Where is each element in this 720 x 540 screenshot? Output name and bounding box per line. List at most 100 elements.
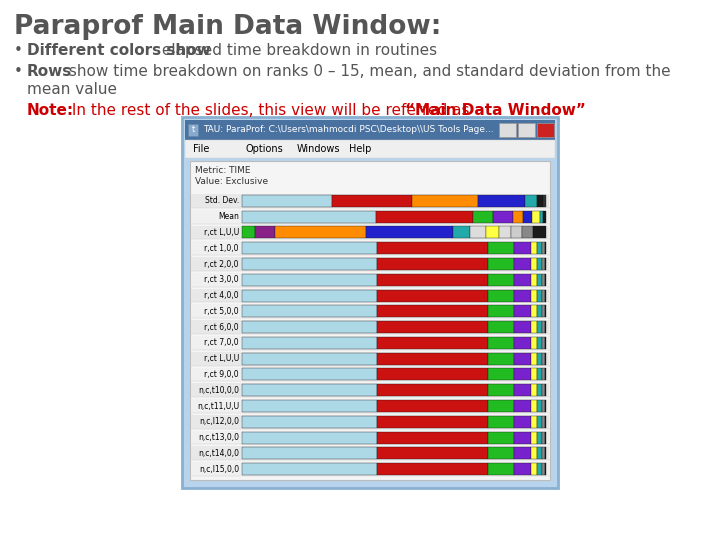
- Bar: [531, 400, 538, 412]
- Bar: [537, 195, 543, 207]
- Bar: [514, 384, 531, 396]
- Bar: [514, 305, 531, 318]
- Bar: [538, 400, 542, 412]
- Bar: [538, 431, 542, 443]
- Bar: [545, 384, 546, 396]
- Bar: [531, 431, 538, 443]
- Bar: [242, 353, 377, 364]
- Bar: [531, 258, 538, 270]
- Bar: [531, 353, 538, 364]
- Bar: [377, 400, 488, 412]
- Bar: [242, 258, 377, 270]
- Bar: [185, 120, 555, 140]
- Text: r,ct 9,0,0: r,ct 9,0,0: [204, 370, 239, 379]
- Text: n,c,t13,0,0: n,c,t13,0,0: [198, 433, 239, 442]
- Bar: [545, 337, 546, 349]
- Bar: [188, 124, 198, 136]
- Text: Metric: TIME: Metric: TIME: [195, 166, 251, 175]
- Bar: [191, 226, 549, 239]
- Bar: [191, 383, 549, 397]
- Text: mean value: mean value: [27, 82, 117, 97]
- Bar: [488, 400, 514, 412]
- Text: n,c,l15,0,0: n,c,l15,0,0: [199, 464, 239, 474]
- Bar: [538, 242, 542, 254]
- Bar: [538, 337, 542, 349]
- Bar: [540, 211, 543, 222]
- Bar: [242, 447, 377, 460]
- Bar: [242, 337, 377, 349]
- Bar: [543, 211, 546, 222]
- Text: “Main Data Window”: “Main Data Window”: [405, 103, 586, 118]
- Bar: [531, 321, 538, 333]
- Bar: [514, 463, 531, 475]
- Bar: [332, 195, 413, 207]
- Bar: [377, 463, 488, 475]
- Bar: [545, 463, 546, 475]
- Bar: [545, 242, 546, 254]
- Bar: [191, 368, 549, 381]
- Bar: [191, 305, 549, 318]
- Bar: [191, 415, 549, 429]
- Bar: [542, 289, 545, 301]
- Bar: [242, 195, 332, 207]
- Bar: [191, 352, 549, 366]
- Bar: [538, 321, 542, 333]
- Bar: [538, 305, 542, 318]
- Bar: [191, 241, 549, 255]
- Bar: [542, 353, 545, 364]
- Bar: [514, 337, 531, 349]
- Text: Windows: Windows: [297, 144, 341, 154]
- Bar: [242, 289, 377, 301]
- Bar: [191, 194, 549, 208]
- Bar: [377, 337, 488, 349]
- Bar: [538, 258, 542, 270]
- Bar: [538, 289, 542, 301]
- Bar: [542, 321, 545, 333]
- Bar: [488, 353, 514, 364]
- Bar: [488, 258, 514, 270]
- Bar: [377, 416, 488, 428]
- Bar: [538, 447, 542, 460]
- Bar: [377, 289, 488, 301]
- Bar: [534, 226, 546, 239]
- Bar: [488, 289, 514, 301]
- Text: In the rest of the slides, this view will be referred as: In the rest of the slides, this view wil…: [67, 103, 474, 118]
- Text: n,c,t10,0,0: n,c,t10,0,0: [198, 386, 239, 395]
- Bar: [531, 289, 538, 301]
- Bar: [488, 321, 514, 333]
- Bar: [488, 431, 514, 443]
- Text: Rows: Rows: [27, 64, 72, 79]
- Bar: [191, 257, 549, 271]
- Text: elapsed time breakdown in routines: elapsed time breakdown in routines: [157, 43, 437, 58]
- Text: r,ct 6,0,0: r,ct 6,0,0: [204, 322, 239, 332]
- Bar: [413, 195, 477, 207]
- Bar: [242, 305, 377, 318]
- Bar: [275, 226, 366, 239]
- Bar: [542, 274, 545, 286]
- Bar: [488, 368, 514, 381]
- Bar: [242, 463, 377, 475]
- Bar: [542, 305, 545, 318]
- Bar: [531, 447, 538, 460]
- Bar: [518, 123, 535, 137]
- Bar: [545, 368, 546, 381]
- Bar: [377, 447, 488, 460]
- Text: t: t: [192, 125, 194, 134]
- Bar: [191, 336, 549, 350]
- Bar: [545, 447, 546, 460]
- Bar: [514, 274, 531, 286]
- Bar: [242, 242, 377, 254]
- Bar: [514, 289, 531, 301]
- Bar: [538, 353, 542, 364]
- Bar: [543, 195, 546, 207]
- Bar: [523, 211, 532, 222]
- Text: r,ct 2,0,0: r,ct 2,0,0: [204, 260, 239, 268]
- Bar: [191, 430, 549, 444]
- Bar: [514, 431, 531, 443]
- Bar: [191, 288, 549, 302]
- Bar: [191, 399, 549, 413]
- Bar: [377, 258, 488, 270]
- Bar: [190, 161, 550, 480]
- Bar: [531, 274, 538, 286]
- Bar: [545, 321, 546, 333]
